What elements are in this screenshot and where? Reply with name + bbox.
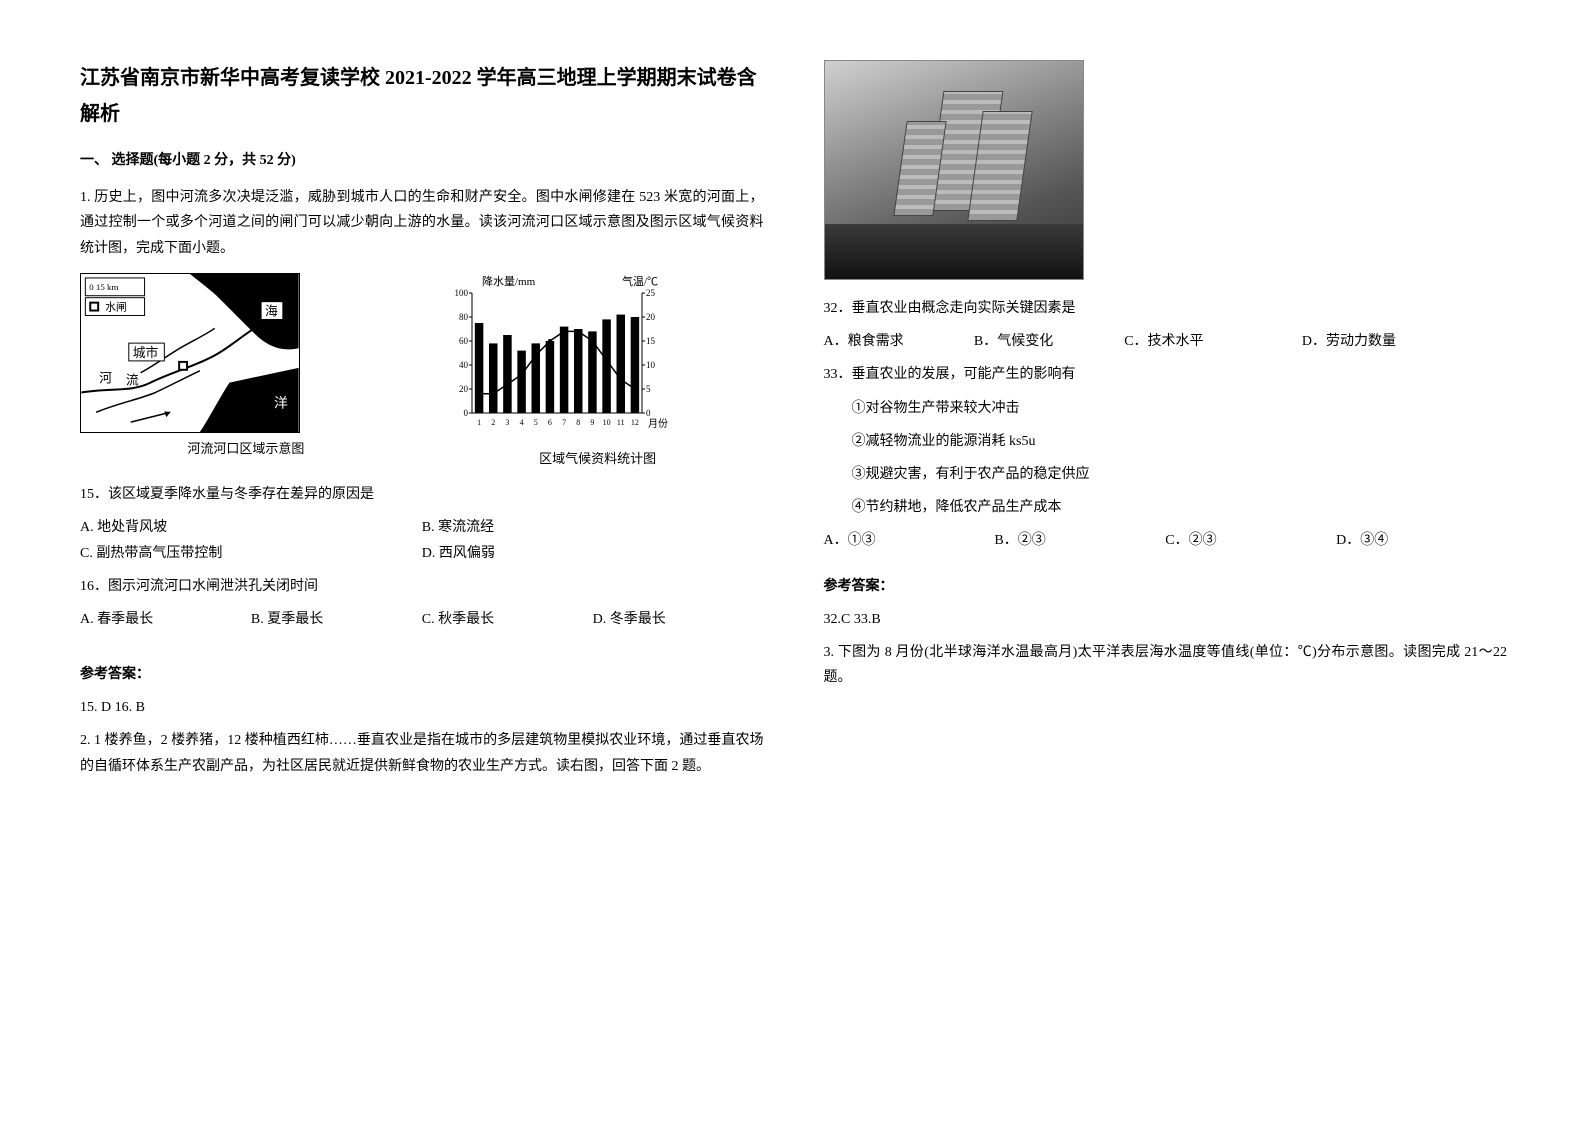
- svg-text:6: 6: [548, 418, 552, 427]
- q16-options: A. 春季最长 B. 夏季最长 C. 秋季最长 D. 冬季最长: [80, 607, 764, 632]
- chart-ylabel-right: 气温/℃: [622, 274, 658, 288]
- q15-opt-a: A. 地处背风坡: [80, 515, 422, 540]
- q32-opt-a: A．粮食需求: [824, 329, 974, 354]
- q32-options: A．粮食需求 B．气候变化 C．技术水平 D．劳动力数量: [824, 329, 1508, 354]
- q33-opt-a: A．①③: [824, 528, 995, 553]
- svg-text:9: 9: [590, 418, 594, 427]
- svg-text:4: 4: [519, 418, 523, 427]
- q3-intro: 3. 下图为 8 月份(北半球海洋水温最高月)太平洋表层海水温度等值线(单位：℃…: [824, 640, 1508, 690]
- q32-opt-d: D．劳动力数量: [1302, 329, 1493, 354]
- svg-text:1: 1: [477, 418, 481, 427]
- map-label-river: 河: [99, 371, 112, 385]
- svg-text:11: 11: [617, 418, 625, 427]
- svg-text:10: 10: [646, 360, 656, 370]
- right-column: 32．垂直农业由概念走向实际关键因素是 A．粮食需求 B．气候变化 C．技术水平…: [824, 60, 1508, 787]
- svg-text:60: 60: [459, 336, 469, 346]
- q33-i1: ①对谷物生产带来较大冲击: [824, 396, 1508, 421]
- answer-heading-2: 参考答案：: [824, 574, 1508, 599]
- q1-intro: 1. 历史上，图中河流多次决堤泛滥，威胁到城市人口的生命和财产安全。图中水闸修建…: [80, 185, 764, 261]
- q33-opt-d: D．③④: [1336, 528, 1507, 553]
- svg-text:8: 8: [576, 418, 580, 427]
- q15-opt-b: B. 寒流流经: [422, 515, 764, 540]
- svg-text:20: 20: [646, 312, 656, 322]
- svg-text:0: 0: [646, 408, 651, 418]
- left-column: 江苏省南京市新华中高考复读学校 2021-2022 学年高三地理上学期期末试卷含…: [80, 60, 764, 787]
- q33-i3: ③规避灾害，有利于农产品的稳定供应: [824, 462, 1508, 487]
- q33-stem: 33．垂直农业的发展，可能产生的影响有: [824, 362, 1508, 387]
- svg-text:2: 2: [491, 418, 495, 427]
- q33-opt-c: C．②③: [1165, 528, 1336, 553]
- figures-row: 0 15 km 水闸 海 城市 河: [80, 273, 764, 470]
- chart-ylabel-left: 降水量/mm: [482, 274, 536, 288]
- q15-opt-c: C. 副热带高气压带控制: [80, 541, 422, 566]
- map-label-flow: 流: [126, 373, 139, 387]
- chart-figure: 降水量/mm 气温/℃ 020406080100 0510152025: [432, 273, 764, 470]
- svg-text:0: 0: [463, 408, 468, 418]
- q32-stem: 32．垂直农业由概念走向实际关键因素是: [824, 296, 1508, 321]
- map-figure: 0 15 km 水闸 海 城市 河: [80, 273, 412, 460]
- map-scale-label: 0 15 km: [89, 282, 118, 292]
- q32-opt-c: C．技术水平: [1124, 329, 1302, 354]
- q15-stem: 15．该区域夏季降水量与冬季存在差异的原因是: [80, 482, 764, 507]
- q16-opt-b: B. 夏季最长: [251, 607, 422, 632]
- svg-text:5: 5: [646, 384, 651, 394]
- map-label-sea: 海: [265, 304, 278, 318]
- chart-caption: 区域气候资料统计图: [432, 447, 764, 470]
- q33-i2: ②减轻物流业的能源消耗 ks5u: [824, 429, 1508, 454]
- map-label-city: 城市: [133, 345, 159, 360]
- q2-intro: 2. 1 楼养鱼，2 楼养猪，12 楼种植西红柿……垂直农业是指在城市的多层建筑…: [80, 728, 764, 778]
- svg-text:25: 25: [646, 288, 656, 298]
- svg-text:3: 3: [505, 418, 509, 427]
- q16-opt-d: D. 冬季最长: [593, 607, 764, 632]
- svg-text:40: 40: [459, 360, 469, 370]
- q16-opt-a: A. 春季最长: [80, 607, 251, 632]
- svg-text:5: 5: [534, 418, 538, 427]
- q15-opt-d: D. 西风偏弱: [422, 541, 764, 566]
- q16-stem: 16．图示河流河口水闸泄洪孔关闭时间: [80, 574, 764, 599]
- climate-chart-svg: 降水量/mm 气温/℃ 020406080100 0510152025: [432, 273, 672, 443]
- map-label-ocean: 洋: [274, 395, 288, 410]
- section-heading: 一、 选择题(每小题 2 分，共 52 分): [80, 148, 764, 173]
- map-caption: 河流河口区域示意图: [80, 437, 412, 460]
- q33-opt-b: B．②③: [994, 528, 1165, 553]
- vertical-farm-image: [824, 60, 1084, 280]
- river-map-svg: 0 15 km 水闸 海 城市 河: [80, 273, 300, 433]
- map-legend-sluice: 水闸: [105, 300, 127, 313]
- page-title: 江苏省南京市新华中高考复读学校 2021-2022 学年高三地理上学期期末试卷含…: [80, 60, 764, 132]
- answer-32-33: 32.C 33.B: [824, 607, 1508, 632]
- q15-options: A. 地处背风坡 B. 寒流流经 C. 副热带高气压带控制 D. 西风偏弱: [80, 515, 764, 565]
- q32-opt-b: B．气候变化: [974, 329, 1124, 354]
- svg-text:80: 80: [459, 312, 469, 322]
- answer-heading-1: 参考答案：: [80, 662, 764, 687]
- svg-text:7: 7: [562, 418, 566, 427]
- q16-opt-c: C. 秋季最长: [422, 607, 593, 632]
- chart-xlabel: 月份: [648, 418, 668, 430]
- q33-options: A．①③ B．②③ C．②③ D．③④: [824, 528, 1508, 553]
- svg-text:20: 20: [459, 384, 469, 394]
- svg-text:12: 12: [631, 418, 639, 427]
- svg-text:10: 10: [602, 418, 610, 427]
- q33-i4: ④节约耕地，降低农产品生产成本: [824, 495, 1508, 520]
- svg-text:15: 15: [646, 336, 656, 346]
- svg-text:100: 100: [454, 288, 468, 298]
- answer-15-16: 15. D 16. B: [80, 695, 764, 720]
